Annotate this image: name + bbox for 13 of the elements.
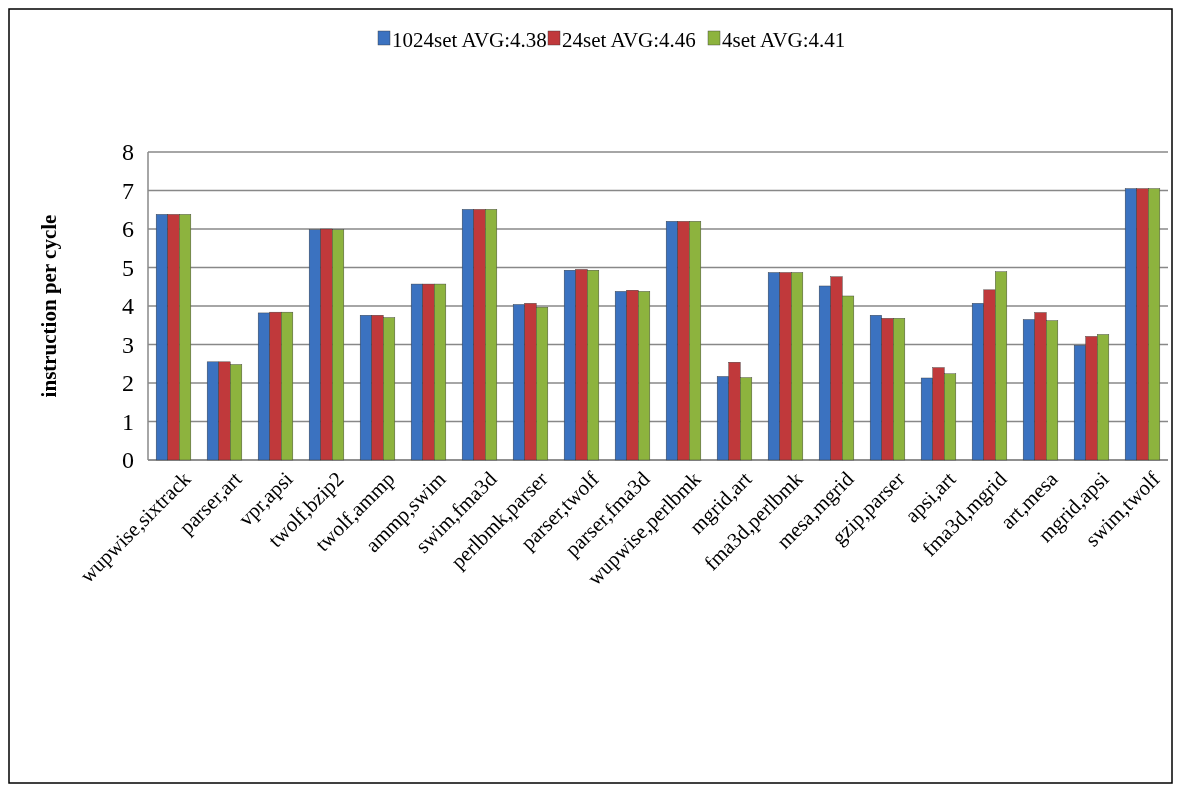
y-tick-label: 6 [122,216,134,243]
legend-label: 24set AVG:4.46 [562,28,696,53]
y-tick-label: 1 [122,408,134,435]
y-tick-label: 8 [122,139,134,166]
y-tick-label: 0 [122,447,134,474]
legend-label: 1024set AVG:4.38 [392,28,547,53]
legend-label: 4set AVG:4.41 [722,28,846,53]
y-axis-title: instruction per cycle [37,214,61,398]
y-tick-label: 7 [122,177,134,204]
y-tick-label: 4 [122,293,134,320]
y-tick-label: 3 [122,331,134,358]
y-tick-label: 2 [122,370,134,397]
y-tick-label: 5 [122,254,134,281]
